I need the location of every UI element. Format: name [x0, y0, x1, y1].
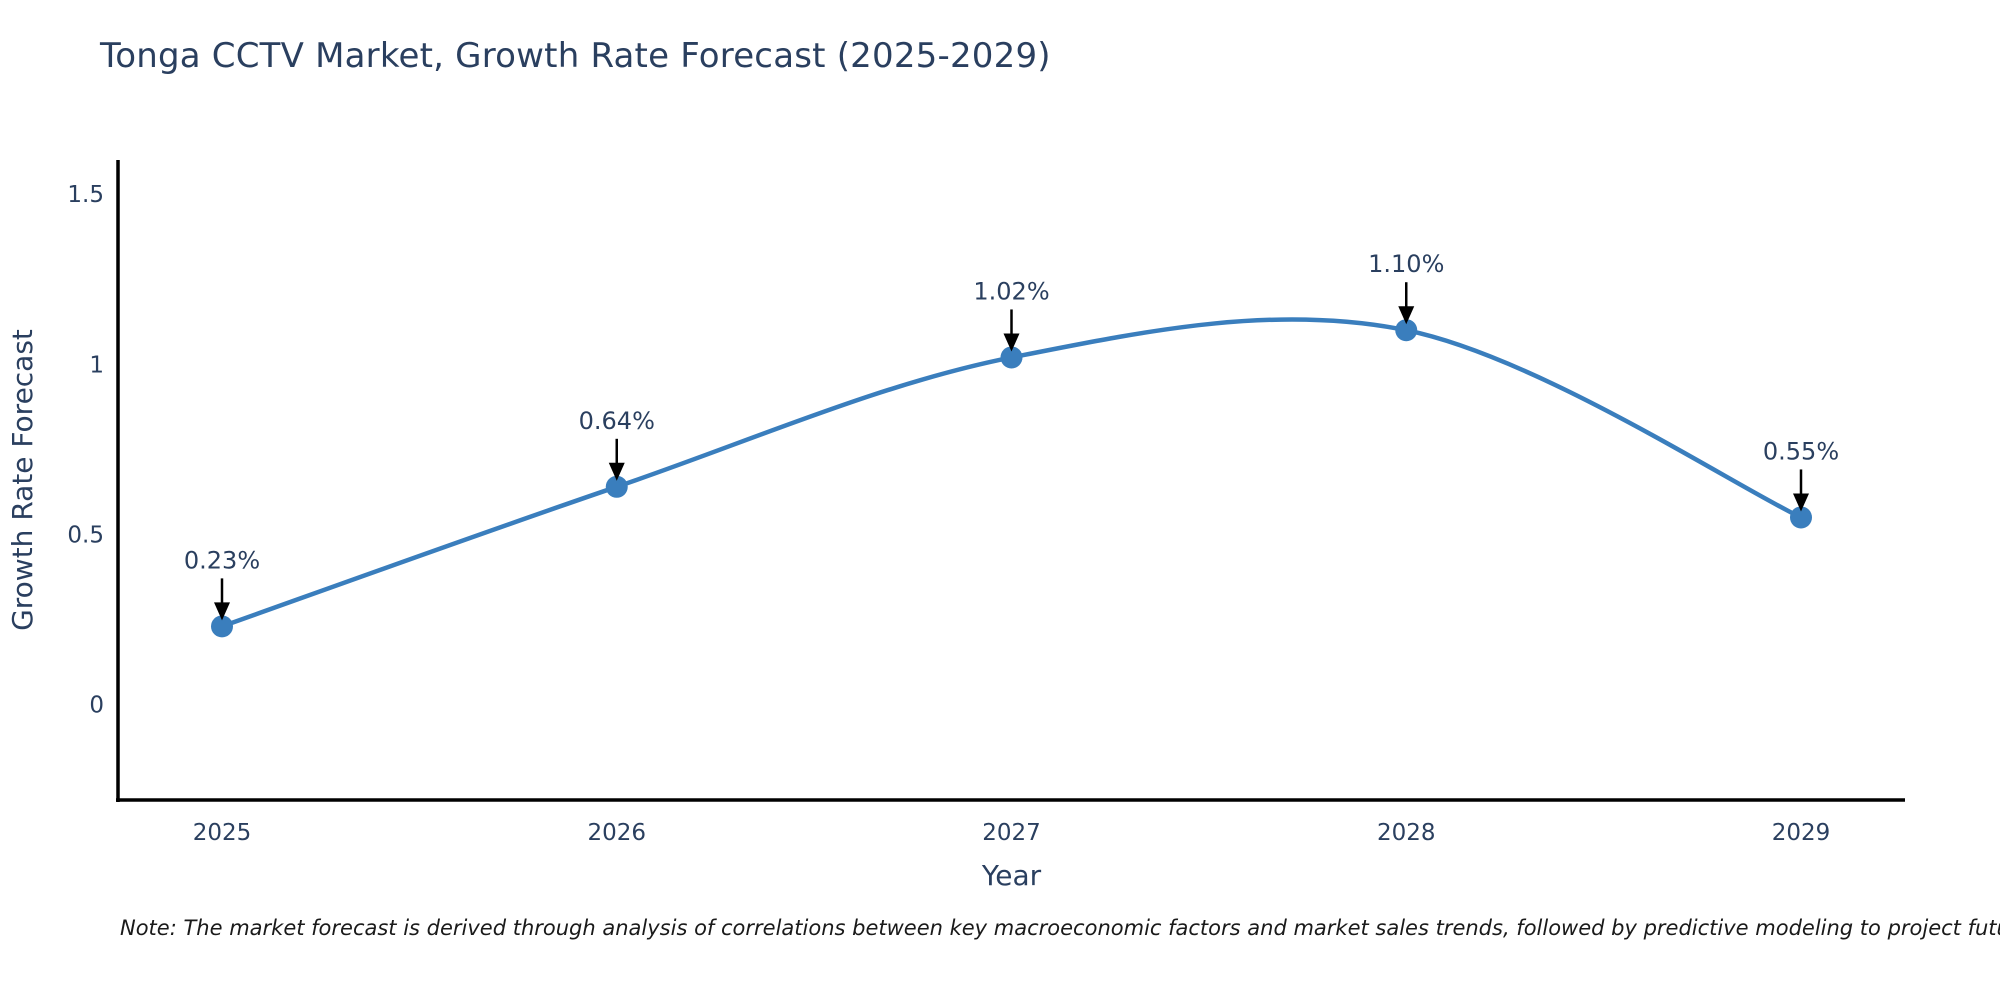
y-tick-label: 0 — [89, 693, 104, 719]
annotation-arrowhead-icon — [214, 602, 230, 621]
data-point-2027[interactable] — [1000, 346, 1023, 369]
x-tick-label: 2029 — [1772, 820, 1831, 846]
data-point-label: 0.64% — [579, 407, 655, 435]
data-point-2029[interactable] — [1790, 506, 1812, 529]
x-tick-label: 2026 — [587, 820, 646, 846]
data-point-label: 1.02% — [973, 277, 1049, 305]
data-point-label: 0.23% — [184, 546, 260, 574]
data-point-2028[interactable] — [1395, 319, 1418, 342]
y-tick-label: 1 — [89, 352, 104, 378]
annotation-arrowhead-icon — [1003, 333, 1020, 352]
x-axis-title: Year — [981, 859, 1042, 892]
data-point-label: 0.55% — [1763, 437, 1839, 465]
data-point-2026[interactable] — [605, 475, 628, 498]
y-tick-label: 1.5 — [67, 182, 104, 208]
annotation-arrowhead-icon — [1398, 306, 1415, 325]
x-tick-label: 2025 — [193, 820, 252, 846]
y-tick-label: 0.5 — [67, 522, 104, 548]
annotation-arrowhead-icon — [608, 462, 625, 481]
annotation-arrowhead-icon — [1793, 493, 1809, 512]
x-tick-label: 2027 — [982, 820, 1041, 846]
chart-footnote: Note: The market forecast is derived thr… — [120, 916, 2000, 940]
x-tick-label: 2028 — [1377, 820, 1436, 846]
y-axis-title: Growth Rate Forecast — [6, 329, 39, 631]
data-point-label: 1.10% — [1368, 250, 1444, 278]
chart-title: Tonga CCTV Market, Growth Rate Forecast … — [100, 36, 1051, 76]
data-point-2025[interactable] — [211, 615, 233, 638]
